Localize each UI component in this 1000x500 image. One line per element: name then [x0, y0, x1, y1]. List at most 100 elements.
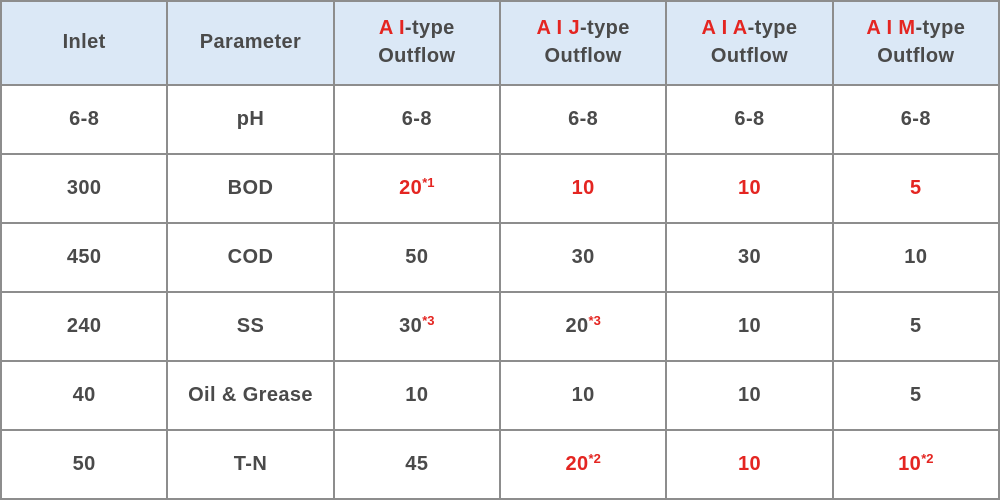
table-cell: 30 [498, 222, 668, 293]
header-text-segment: -type [580, 17, 630, 40]
cell-value: 6-8 [568, 108, 599, 130]
cell-value: 30 [737, 246, 761, 268]
cell-value: 10 [571, 177, 595, 199]
header-text-segment: Inlet [62, 31, 106, 54]
header-text-segment: -type [404, 17, 455, 40]
header-text-segment: Outflow [710, 45, 789, 67]
cell-value: 20 [399, 177, 423, 199]
table-cell: 10 [665, 153, 834, 224]
table-cell: 10 [498, 360, 668, 431]
header-cell-aij-type-outflow: A I J-type Outflow [498, 0, 668, 86]
footnote-marker: *3 [422, 313, 435, 329]
table-cell: pH [166, 84, 335, 155]
cell-value: 6-8 [69, 108, 100, 130]
table-body: 6-8 pH 6-8 6-8 6-8 6-8 300 BOD 20*1 10 10 5 450 COD 50… [0, 84, 1000, 500]
header-text-segment: Parameter [199, 31, 302, 54]
cell-value: 45 [405, 453, 429, 475]
footnote-marker: *1 [422, 175, 435, 191]
cell-value: T-N [233, 453, 268, 475]
cell-value: 10 [571, 384, 595, 406]
table-cell: 45 [332, 429, 501, 500]
header-text-segment: A I M [866, 17, 916, 40]
cell-value: 10 [737, 384, 761, 406]
cell-value: 5 [910, 384, 922, 406]
header-cell-aim-type-outflow: A I M-type Outflow [831, 0, 1000, 86]
cell-value: 20 [565, 315, 589, 337]
table-cell: 5 [831, 360, 1000, 431]
cell-value: 20 [565, 453, 589, 475]
cell-value: 6-8 [401, 108, 432, 130]
table-cell: 40 [0, 360, 169, 431]
table-row-bod: 300 BOD 20*1 10 10 5 [0, 153, 1000, 224]
cell-value: 450 [66, 246, 102, 268]
table-row-ss: 240 SS 30*3 20*3 10 5 [0, 291, 1000, 362]
cell-value: 6-8 [734, 108, 765, 130]
header-text-segment: Outflow [544, 45, 622, 67]
header-cell-inlet: Inlet [0, 0, 169, 86]
table-cell: 10 [831, 222, 1000, 293]
table-row-t-n: 50 T-N 45 20*2 10 10*2 [0, 429, 1000, 500]
table-cell: SS [166, 291, 335, 362]
header-row: Inlet Parameter A I-type Outflow A I J-type O… [0, 0, 1000, 86]
header-cell-parameter: Parameter [166, 0, 335, 86]
table-cell: 10 [332, 360, 501, 431]
table-row-cod: 450 COD 50 30 30 10 [0, 222, 1000, 293]
table-cell: 240 [0, 291, 169, 362]
cell-value: 50 [72, 453, 96, 475]
cell-value: 6-8 [900, 108, 931, 130]
header-text-segment: -type [747, 17, 798, 40]
table-cell: 10 [498, 153, 668, 224]
cell-value: 10 [405, 384, 429, 406]
cell-value: Oil & Grease [188, 384, 313, 406]
table-cell: BOD [166, 153, 335, 224]
table-cell: 30 [665, 222, 834, 293]
table-cell: 10 [665, 360, 834, 431]
header-text-segment: Outflow [877, 45, 955, 67]
cell-value: 10 [737, 315, 761, 337]
header-text-segment: Outflow [378, 45, 456, 67]
table-cell: 6-8 [0, 84, 169, 155]
cell-value: 300 [66, 177, 102, 199]
table-cell: 6-8 [831, 84, 1000, 155]
table-header: Inlet Parameter A I-type Outflow A I J-type O… [0, 0, 1000, 86]
table-cell: 50 [332, 222, 501, 293]
table-cell: 6-8 [498, 84, 668, 155]
table-cell: 20*3 [498, 291, 668, 362]
header-text-segment: A I A [701, 17, 748, 40]
footnote-marker: *2 [588, 451, 601, 467]
footnote-marker: *2 [921, 451, 934, 467]
cell-value: 50 [405, 246, 429, 268]
cell-value: COD [227, 246, 274, 268]
cell-value: 10 [898, 453, 922, 475]
cell-value: 10 [737, 453, 761, 475]
table-cell: T-N [166, 429, 335, 500]
table-cell: 50 [0, 429, 169, 500]
table-cell: 450 [0, 222, 169, 293]
cell-value: BOD [227, 177, 274, 199]
footnote-marker: *3 [588, 313, 601, 329]
table-cell: 10 [665, 291, 834, 362]
cell-value: 240 [66, 315, 102, 337]
table-cell: 20*1 [332, 153, 501, 224]
header-text-segment: A I J [536, 17, 580, 40]
header-text-segment: -type [915, 17, 966, 40]
header-text-segment: A I [378, 17, 405, 40]
cell-value: 30 [571, 246, 595, 268]
header-cell-aia-type-outflow: A I A-type Outflow [665, 0, 834, 86]
cell-value: pH [236, 108, 265, 130]
table-row-oil-grease: 40 Oil & Grease 10 10 10 5 [0, 360, 1000, 431]
table-cell: 300 [0, 153, 169, 224]
table-cell: COD [166, 222, 335, 293]
cell-value: 30 [399, 315, 423, 337]
cell-value: 5 [910, 315, 922, 337]
table-cell: 10*2 [831, 429, 1000, 500]
header-cell-ai-type-outflow: A I-type Outflow [332, 0, 501, 86]
table-cell: 5 [831, 291, 1000, 362]
table-cell: 6-8 [332, 84, 501, 155]
cell-value: 10 [737, 177, 761, 199]
table-cell: 10 [665, 429, 834, 500]
cell-value: 10 [904, 246, 928, 268]
cell-value: 40 [72, 384, 96, 406]
